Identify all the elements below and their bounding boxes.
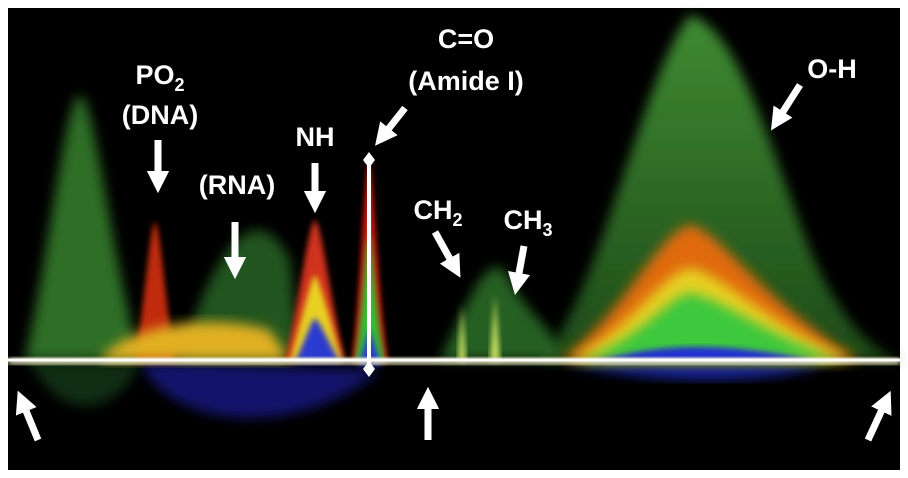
label-amide: (Amide I) xyxy=(408,66,524,96)
label-subscript: 2 xyxy=(452,210,462,230)
label-nh: NH xyxy=(296,122,335,152)
label-text: PO xyxy=(135,60,174,90)
label-rna: (RNA) xyxy=(199,170,275,200)
figure: PO2 (DNA) (RNA) NH C=O (Amide I) CH2 CH3… xyxy=(0,0,908,478)
label-subscript: 3 xyxy=(542,220,552,240)
label-subscript: 2 xyxy=(175,75,185,95)
label-co: C=O xyxy=(438,24,494,54)
label-text: CH xyxy=(413,195,452,225)
label-dna: (DNA) xyxy=(122,100,198,130)
label-text: CH xyxy=(503,205,542,235)
label-oh: O-H xyxy=(807,54,857,84)
